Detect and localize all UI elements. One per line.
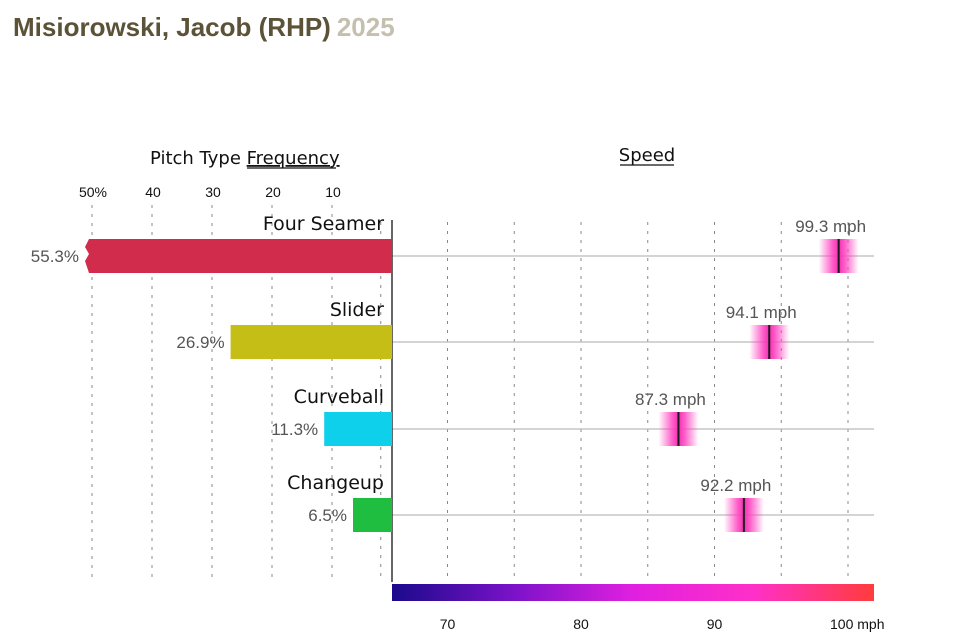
frequency-bar <box>85 239 392 273</box>
speed-markers <box>658 239 859 532</box>
frequency-value-label: 26.9% <box>176 333 224 352</box>
frequency-tick-label: 20 <box>265 184 281 200</box>
row-lines <box>392 255 874 516</box>
frequency-bar <box>324 412 392 446</box>
speed-gridlines <box>380 222 849 582</box>
pitch-type-label: Changeup <box>287 472 384 494</box>
speed-tick-label: 70 <box>440 616 456 632</box>
speed-tick-label: 90 <box>707 616 723 632</box>
speed-value-label: 94.1 mph <box>726 303 797 322</box>
frequency-tick-label: 10 <box>325 184 341 200</box>
pitch-type-label: Four Seamer <box>263 213 384 235</box>
frequency-value-label: 55.3% <box>31 247 79 266</box>
season-label: 2025 <box>336 12 395 42</box>
frequency-bar <box>230 325 392 359</box>
speed-value-label: 87.3 mph <box>635 390 706 409</box>
frequency-title: Pitch Type Frequency <box>150 148 340 169</box>
frequency-value-labels: 55.3% 26.9% 11.3% 6.5% <box>31 247 347 525</box>
frequency-tick-label: 40 <box>145 184 161 200</box>
player-name: Misiorowski, Jacob (RHP) <box>13 12 331 42</box>
speed-tick-labels: 70 80 90 100 mph <box>440 616 885 632</box>
speed-color-scale <box>392 584 874 601</box>
frequency-bar <box>353 498 392 532</box>
speed-value-labels: 99.3 mph 94.1 mph 87.3 mph 92.2 mph <box>635 217 866 495</box>
pitch-type-labels: Four Seamer Slider Curveball Changeup <box>263 213 384 494</box>
frequency-bars <box>85 239 392 532</box>
frequency-title-underlined: Frequency <box>247 148 340 169</box>
speed-title: Speed <box>619 145 675 166</box>
speed-value-label: 92.2 mph <box>700 476 771 495</box>
speed-tick-label: 80 <box>573 616 589 632</box>
frequency-tick-label: 50% <box>79 184 107 200</box>
speed-value-label: 99.3 mph <box>795 217 866 236</box>
pitch-type-label: Slider <box>330 299 384 321</box>
frequency-tick-labels: 50% 40 30 20 10 <box>79 184 341 200</box>
speed-tick-label: 100 mph <box>830 616 884 632</box>
pitch-type-label: Curveball <box>294 386 384 408</box>
frequency-value-label: 6.5% <box>308 506 347 525</box>
chart-header: Misiorowski, Jacob (RHP) 2025 <box>13 12 395 43</box>
frequency-tick-label: 30 <box>205 184 221 200</box>
frequency-value-label: 11.3% <box>271 420 318 439</box>
